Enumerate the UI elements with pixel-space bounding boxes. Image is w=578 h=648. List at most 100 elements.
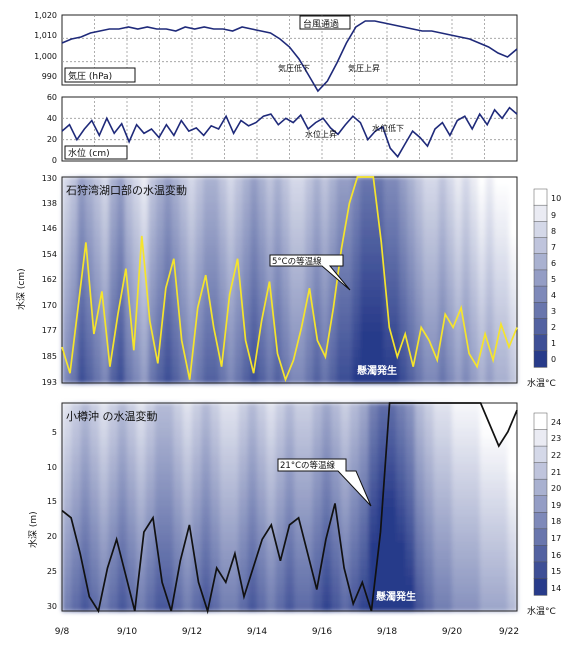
ishikari-cell-51-2	[462, 194, 471, 204]
otaru-cell-8-1	[136, 411, 147, 421]
ishikari-cell-46-21	[422, 357, 432, 367]
ishikari-cell-1-3	[69, 202, 79, 212]
otaru-cell-16-6	[210, 455, 221, 465]
otaru-cell-27-21	[312, 585, 323, 595]
otaru-cell-4-0	[99, 403, 110, 413]
otaru-cell-31-5	[349, 446, 360, 456]
ishikari-cell-4-13	[93, 288, 102, 298]
otaru-cell-28-21	[322, 585, 332, 595]
otaru-cell-39-11	[424, 498, 435, 508]
ishikari-cell-30-14	[297, 297, 306, 307]
otaru-cell-46-2	[489, 420, 500, 430]
otaru-cell-28-1	[322, 411, 332, 421]
otaru-ylabel: 水深 (m)	[27, 511, 39, 548]
ishikari-cell-5-8	[101, 245, 110, 255]
otaru-cell-10-1	[154, 411, 165, 421]
ishikari-cell-42-13	[391, 288, 400, 298]
ishikari-cell-45-4	[415, 211, 424, 221]
ishikari-cell-42-19	[391, 340, 400, 350]
otaru-cell-14-20	[192, 576, 202, 586]
ishikari-cell-3-3	[85, 202, 94, 212]
ishikari-cell-53-10	[477, 262, 487, 273]
ishikari-cell-4-11	[93, 271, 102, 281]
otaru-cell-23-0	[275, 403, 286, 413]
ishikari-cell-1-10	[69, 262, 79, 273]
otaru-cell-16-17	[210, 550, 221, 560]
ishikari-cell-36-20	[344, 348, 353, 358]
otaru-cell-20-0	[247, 403, 258, 413]
ishikari-cell-3-16	[85, 314, 94, 324]
ishikari-cell-22-21	[234, 357, 244, 367]
ishikari-cell-12-20	[156, 348, 165, 358]
ishikari-cell-57-7	[509, 237, 518, 247]
otaru-isotherm-label: 21°Cの等温線	[280, 460, 336, 471]
otaru-cell-10-17	[154, 550, 165, 560]
ishikari-cell-25-22	[258, 365, 267, 376]
ishikari-cell-55-13	[493, 288, 502, 298]
ishikari-cell-40-1	[375, 185, 385, 195]
otaru-cell-38-23	[414, 602, 425, 612]
ishikari-cell-35-10	[336, 262, 346, 273]
otaru-cell-7-6	[127, 455, 137, 465]
ishikari-cell-36-7	[344, 237, 353, 247]
otaru-cell-22-7	[266, 463, 277, 473]
ishikari-cell-43-23	[399, 374, 408, 384]
otaru-cell-14-8	[192, 472, 202, 482]
ishikari-cell-50-7	[454, 237, 463, 247]
ishikari-cell-37-8	[352, 245, 361, 255]
ishikari-cell-14-6	[171, 228, 181, 238]
otaru-cell-20-20	[247, 576, 258, 586]
otaru-cell-3-1	[89, 411, 100, 421]
otaru-cell-12-0	[173, 403, 184, 413]
otaru-cell-29-9	[331, 481, 342, 491]
otaru-cell-29-1	[331, 411, 342, 421]
otaru-cell-14-21	[192, 585, 202, 595]
ishikari-cell-17-15	[195, 305, 204, 315]
otaru-cell-23-3	[275, 429, 286, 439]
otaru-cell-36-3	[396, 429, 407, 439]
otaru-cell-31-15	[349, 533, 360, 543]
ishikari-cell-12-10	[156, 262, 165, 273]
ishikari-cell-50-18	[454, 331, 463, 341]
otaru-cell-16-13	[210, 515, 221, 525]
ishikari-cell-4-2	[93, 194, 102, 204]
ishikari-cell-52-2	[469, 194, 479, 204]
ishikari-cell-2-22	[77, 365, 87, 376]
ishikari-cell-43-10	[399, 262, 408, 273]
ishikari-cell-34-23	[328, 374, 338, 384]
ishikari-cell-30-0	[297, 177, 306, 187]
ishikari-cell-6-5	[109, 219, 118, 230]
otaru-cell-14-4	[192, 437, 202, 447]
ishikari-cell-2-9	[77, 254, 87, 264]
otaru-cell-22-5	[266, 446, 277, 456]
otaru-cell-31-17	[349, 550, 360, 560]
otaru-cell-46-20	[489, 576, 500, 586]
ishikari-cell-33-23	[320, 374, 330, 384]
ishikari-cell-41-17	[383, 322, 393, 333]
ishikari-cell-45-20	[415, 348, 424, 358]
otaru-cell-42-1	[452, 411, 462, 421]
otaru-cell-13-23	[182, 602, 193, 612]
ishikari-cell-37-18	[352, 331, 361, 341]
ishikari-cell-6-18	[109, 331, 118, 341]
ishikari-cell-21-20	[226, 348, 236, 358]
otaru-cell-47-1	[498, 411, 509, 421]
otaru-cell-43-1	[461, 411, 472, 421]
otaru-cell-39-18	[424, 559, 435, 569]
ishikari-cell-53-1	[477, 185, 487, 195]
otaru-cell-33-5	[368, 446, 379, 456]
otaru-cbar-step-0	[533, 412, 548, 431]
otaru-cell-10-3	[154, 429, 165, 439]
otaru-cell-29-22	[331, 593, 342, 603]
water-level-grid	[62, 97, 517, 161]
ishikari-cell-41-20	[383, 348, 393, 358]
ishikari-cell-21-9	[226, 254, 236, 264]
otaru-cell-43-6	[461, 455, 472, 465]
ishikari-cell-34-2	[328, 194, 338, 204]
ishikari-cell-44-17	[407, 322, 416, 333]
ishikari-cell-35-23	[336, 374, 346, 384]
ishikari-cell-38-19	[360, 340, 369, 350]
ishikari-cell-46-20	[422, 348, 432, 358]
otaru-cell-44-10	[470, 489, 481, 499]
ishikari-cell-35-16	[336, 314, 346, 324]
